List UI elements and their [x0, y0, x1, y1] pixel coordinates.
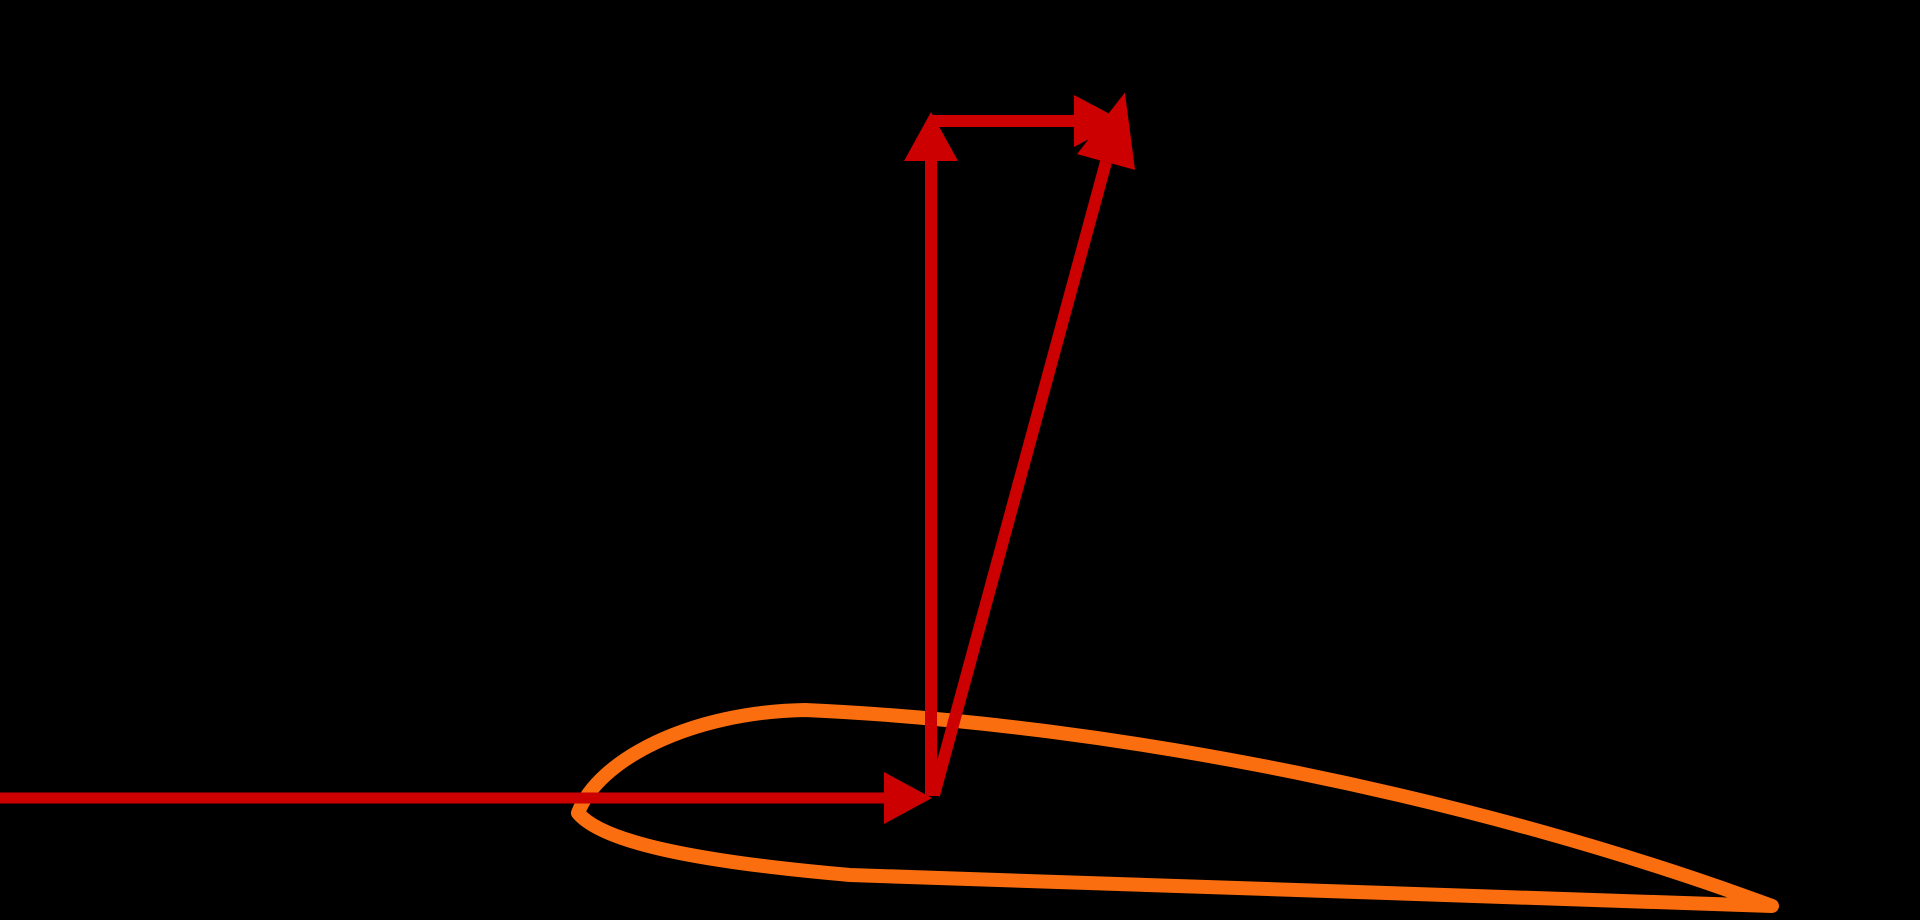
airfoil-group — [571, 703, 1779, 913]
resultant-force-arrow-shaft — [928, 160, 1112, 797]
vectors-group — [0, 92, 1135, 824]
drag-arrow-head-icon — [1074, 95, 1123, 147]
resultant-force-arrow — [928, 92, 1135, 797]
freestream-airflow-arrow-head-icon — [884, 772, 932, 824]
freestream-airflow-arrow — [0, 772, 932, 824]
drag-arrow — [931, 95, 1123, 147]
lift-arrow-head-icon — [904, 112, 958, 161]
lift-arrow — [904, 112, 958, 796]
airfoil-outline — [571, 703, 1779, 913]
resultant-force-arrow-head-icon — [1077, 92, 1135, 170]
